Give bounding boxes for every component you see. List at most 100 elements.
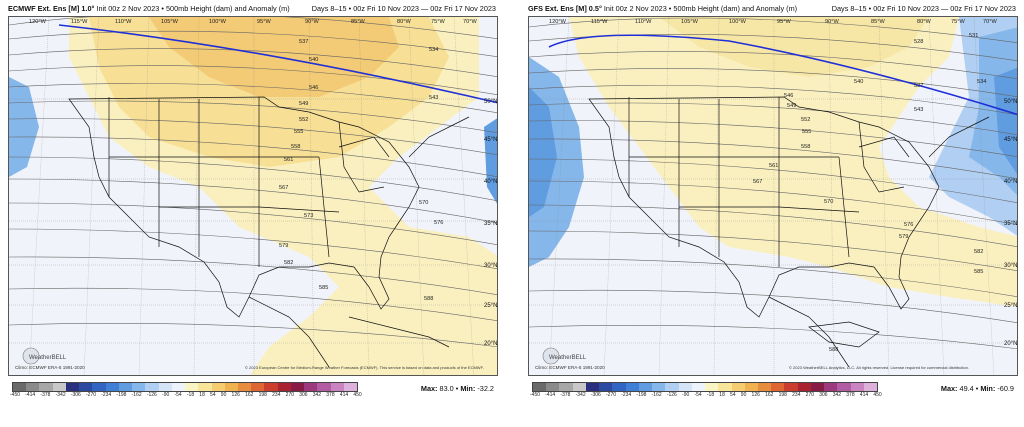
contour-label: 534: [429, 47, 438, 53]
lon-label: 95°W: [257, 19, 271, 25]
colorbar-ticks: -450 -414 -378 -342 -306 -270 -234 -198 -162 -126…: [530, 392, 882, 400]
svg-text:WeatherBELL: WeatherBELL: [549, 355, 587, 361]
colorbar-swatch: [264, 383, 278, 391]
lon-label: 85°W: [351, 19, 365, 25]
colorbar-swatch: [251, 383, 265, 391]
colorbar-swatch: [145, 383, 159, 391]
colorbar-swatch: [118, 383, 133, 391]
contour-label: 567: [279, 185, 288, 191]
colorbar-tick-label: -54: [174, 392, 182, 398]
contour-label: 570: [419, 200, 428, 206]
ecmwf-map: 537 534 540 543 546 549 552 555 558 561 …: [8, 16, 498, 376]
colorbar-tick-label: 54: [730, 392, 736, 398]
colorbar-tick-label: -270: [606, 392, 617, 398]
colorbar-swatch: [79, 383, 93, 391]
colorbar-tick-label: -198: [116, 392, 127, 398]
colorbar-swatch: [39, 383, 53, 391]
colorbar-tick-label: 54: [210, 392, 216, 398]
contour-label: 576: [904, 222, 913, 228]
init-info: Init 00z 2 Nov 2023 • 500mb Height (dam)…: [601, 4, 798, 13]
contour-label: 549: [787, 103, 796, 109]
contour-label: 537: [299, 39, 308, 45]
lat-label: 35°N: [1004, 221, 1017, 227]
ecmwf-map-graphic: 537 534 540 543 546 549 552 555 558 561 …: [9, 17, 497, 375]
lon-label: 90°W: [305, 19, 319, 25]
colorbar-tick-label: 270: [805, 392, 815, 398]
colorbar-swatch: [13, 383, 27, 391]
contour-label: 552: [299, 117, 308, 123]
colorbar-tick-label: -234: [101, 392, 112, 398]
colorbar-swatch: [92, 383, 106, 391]
colorbar-swatch: [572, 383, 586, 391]
colorbar-ticks: -450 -414 -378 -342 -306 -270 -234 -198 -162 -126…: [10, 392, 362, 400]
colorbar-tick-label: 306: [299, 392, 308, 398]
lat-label: 30°N: [484, 263, 497, 269]
contour-label: 588: [424, 296, 433, 302]
model-name: GFS Ext. Ens [M] 0.5°: [528, 4, 602, 13]
colorbar-swatch: [65, 383, 80, 391]
climo-note: Climo: ECMWF ERA-5 1991-2020: [535, 365, 605, 370]
colorbar-swatch: [330, 383, 344, 391]
contour-label: 549: [299, 101, 308, 107]
colorbar-swatch: [546, 383, 560, 391]
contour-label: 561: [769, 163, 778, 169]
weatherbell-logo: WeatherBELL: [22, 347, 67, 365]
lat-label: 45°N: [1004, 137, 1017, 143]
colorbar-tick-label: 126: [231, 392, 240, 398]
colorbar-swatch: [850, 383, 864, 391]
colorbar-swatch: [277, 383, 291, 391]
contour-label: 531: [969, 33, 978, 39]
colorbar-tick-label: 90: [740, 392, 747, 398]
lon-label: 120°W: [29, 19, 47, 25]
panel-title: GFS Ext. Ens [M] 0.5° Init 00z 2 Nov 202…: [528, 3, 1018, 15]
lon-label: 105°W: [161, 19, 179, 25]
colorbar-tick-label: 234: [272, 392, 281, 398]
colorbar-tick-label: 450: [873, 392, 882, 398]
colorbar-tick-label: -198: [636, 392, 647, 398]
colorbar-tick-label: -306: [590, 392, 601, 398]
colorbar-tick-label: 342: [832, 392, 842, 398]
lon-label: 110°W: [635, 19, 652, 25]
colorbar-tick-label: 270: [285, 392, 295, 398]
lon-label: 85°W: [871, 19, 885, 25]
colorbar-swatch: [198, 383, 212, 391]
colorbar-swatch: [105, 383, 119, 391]
colorbar-tick-label: -270: [86, 392, 97, 398]
gfs-lon-labels: 120°W 115°W 110°W 105°W 100°W 95°W 90°W …: [549, 19, 997, 25]
colorbar-swatch: [317, 383, 331, 391]
lat-label: 30°N: [1004, 263, 1017, 269]
colorbar-swatch: [52, 383, 66, 391]
colorbar-swatch: [797, 383, 811, 391]
lon-label: 80°W: [917, 19, 931, 25]
colorbar-tick-label: -450: [10, 392, 21, 398]
colorbar-tick-label: 306: [819, 392, 828, 398]
contour-label: 561: [284, 157, 293, 163]
lon-label: 75°W: [431, 19, 445, 25]
colorbar-swatch: [691, 383, 706, 391]
contour-label: 558: [801, 144, 810, 150]
lon-label: 75°W: [951, 19, 965, 25]
colorbar-swatch: [599, 383, 613, 391]
colorbar-tick-label: 162: [245, 392, 254, 398]
colorbar-tick-label: 450: [353, 392, 362, 398]
colorbar-swatch: [824, 383, 838, 391]
colorbar-tick-label: -126: [666, 392, 677, 398]
colorbar-swatch: [343, 383, 358, 391]
lon-label: 105°W: [681, 19, 699, 25]
colorbar-tick-label: -378: [40, 392, 51, 398]
weatherbell-logo: WeatherBELL: [542, 347, 587, 365]
lon-label: 70°W: [983, 19, 997, 25]
gfs-panel: GFS Ext. Ens [M] 0.5° Init 00z 2 Nov 202…: [526, 0, 1020, 404]
lat-label: 40°N: [1004, 179, 1017, 185]
contour-label: 582: [974, 249, 983, 255]
colorbar-swatch: [771, 383, 785, 391]
colorbar-swatch: [718, 383, 732, 391]
colorbar-tick-label: 378: [846, 392, 855, 398]
colorbar-tick-label: 198: [778, 392, 787, 398]
colorbar-tick-label: -414: [545, 392, 556, 398]
colorbar-swatch: [638, 383, 653, 391]
credit-note: © 2023 European Centre for Medium-Range …: [245, 365, 484, 370]
colorbar-swatch: [665, 383, 679, 391]
climo-note: Climo: ECMWF ERA-5 1991-2020: [15, 365, 85, 370]
lat-label: 50°N: [1004, 99, 1017, 105]
